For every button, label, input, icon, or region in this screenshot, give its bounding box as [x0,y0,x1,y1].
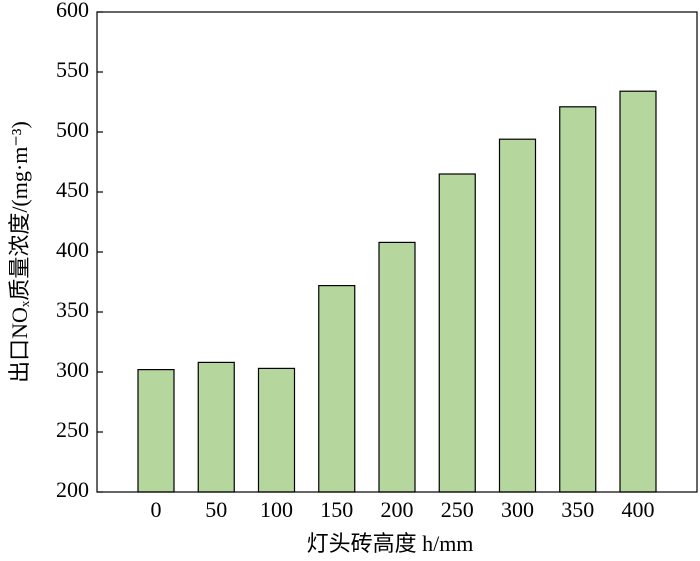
x-tick-label: 200 [381,497,414,522]
y-tick-label: 350 [56,297,89,322]
x-tick-label: 350 [561,497,594,522]
bar [438,173,476,493]
x-axis-label: 灯头砖高度 h/mm [307,531,474,556]
x-tick-label: 250 [441,497,474,522]
bar [498,138,537,493]
bar [559,106,597,493]
bar [197,361,235,493]
x-tick-label: 300 [501,497,534,522]
x-tick-label: 150 [320,497,353,522]
y-tick-label: 400 [56,237,89,262]
bar [137,369,175,493]
x-tick-label: 0 [151,497,162,522]
x-tick-label: 100 [260,497,293,522]
y-axis-label: 出口NOₓ质量浓度/(mg·m⁻³) [7,121,32,383]
y-tick-label: 250 [56,417,89,442]
bar [257,367,296,493]
y-tick-label: 300 [56,357,89,382]
bar [619,90,657,493]
y-tick-label: 550 [56,57,89,82]
x-tick-label: 50 [205,497,227,522]
x-tick-label: 400 [622,497,655,522]
y-tick-label: 200 [56,477,89,502]
bar [318,285,356,493]
y-tick-label: 500 [56,117,89,142]
bar [378,241,416,493]
y-tick-label: 450 [56,177,89,202]
y-tick-label: 600 [56,0,89,22]
